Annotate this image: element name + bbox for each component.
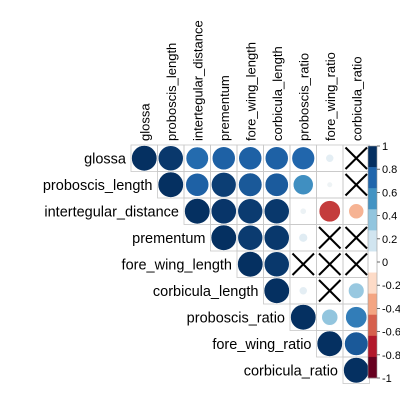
corr-circle-1-4 [238,172,263,197]
corr-circle-2-8 [348,203,365,220]
corr-circle-2-7 [318,200,341,223]
corr-circle-0-1 [157,145,184,172]
colorbar-tick-label: -1 [382,373,392,385]
column-label: proboscis_length [164,43,179,141]
row-label: fore_wing_ratio [212,337,311,353]
corr-circle-3-5 [263,224,290,251]
colorbar-segment [368,188,377,210]
corr-circle-7-8 [344,331,369,356]
corr-circle-3-3 [210,224,237,251]
colorbar-tick-label: -0.4 [382,303,400,315]
cross-mark-0-8 [344,146,368,170]
cross-mark-4-7 [318,252,342,276]
colorbar-segment [368,272,377,294]
row-label: intertegular_distance [44,204,179,220]
colorbar-segment [368,209,377,231]
colorbar-tick-label: 1 [382,141,388,153]
colorbar-tick-label: 0.2 [382,234,397,246]
colorbar-segment [368,293,377,316]
corr-circle-2-2 [184,198,211,225]
colorbar: 1 0.8 0.6 0.4 0.2 0 -0.2 -0.4 -0.6 -0.8 -1 [367,141,400,385]
column-label: glossa [137,103,152,141]
column-labels: glossa proboscis_length intertegular_dista… [137,20,364,141]
row-labels: glossa proboscis_length intertegular_dista… [43,151,338,379]
row-label: prementum [132,231,205,247]
colorbar-segment [368,230,377,252]
cross-mark-1-8 [344,173,368,197]
column-label: fore_wing_length [243,42,258,141]
colorbar-segment [368,314,377,337]
row-label: proboscis_length [43,178,153,194]
column-label: corbicula_ratio [349,56,364,141]
corr-circle-1-3 [211,172,237,198]
colorbar-tick-label: 0.4 [382,211,397,223]
corr-circle-3-4 [237,224,264,251]
corr-circle-1-7 [326,181,333,188]
corr-circle-0-6 [291,146,315,170]
cross-mark-3-7 [318,226,342,250]
row-label: fore_wing_length [122,257,232,273]
row-label: corbicula_length [153,284,259,300]
colorbar-tick-label: 0 [382,257,388,269]
colorbar-tick-label: 0.6 [382,187,397,199]
corr-circle-0-7 [325,153,335,163]
cross-mark-4-6 [291,252,315,276]
colorbar-tick-label: 0.8 [382,164,397,176]
colorbar-tick-label: -0.8 [382,350,400,362]
colorbar-tick-label: -0.2 [382,280,400,292]
corr-circle-7-7 [316,330,343,357]
cross-mark-5-7 [318,279,342,303]
corr-circle-1-2 [185,172,210,197]
column-label: prementum [217,75,232,141]
colorbar-segment [368,167,377,189]
corr-circle-5-5 [263,277,290,304]
corr-circle-0-5 [264,146,289,171]
row-label: corbicula_ratio [244,363,338,379]
colorbar-tick-label: -0.6 [382,327,400,339]
column-label: corbicula_length [270,46,285,141]
corr-circle-3-6 [298,233,308,243]
row-label: glossa [84,151,127,167]
corr-circle-6-7 [321,308,339,326]
colorbar-segment [368,356,377,379]
corr-circle-2-5 [263,198,290,225]
corr-circle-6-8 [345,306,368,329]
corr-circle-2-4 [237,198,264,225]
colorbar-segment [368,335,377,358]
colorbar-segment [368,251,377,273]
cross-mark-3-8 [344,226,368,250]
colorbar-segment [368,146,377,168]
corr-circle-0-0 [131,145,158,172]
corr-circle-2-6 [299,207,307,215]
corr-circle-4-5 [263,251,290,278]
cross-mark-4-8 [344,252,368,276]
corr-circle-6-6 [290,304,317,331]
corr-circle-0-4 [238,146,263,171]
corr-circle-0-3 [211,146,236,171]
column-label: fore_wing_ratio [323,52,338,141]
corr-circle-1-6 [292,174,314,196]
corr-circle-1-5 [264,172,289,197]
corr-circle-8-8 [343,357,370,384]
corr-circle-0-2 [185,146,209,170]
corr-circle-1-1 [157,171,184,198]
corr-circle-2-3 [210,198,237,225]
column-label: intertegular_distance [190,20,205,141]
corr-circle-4-4 [237,251,264,278]
corr-circle-5-6 [298,286,308,296]
column-label: proboscis_ratio [296,53,311,141]
row-label: proboscis_ratio [187,310,285,326]
corr-circle-5-8 [348,282,365,299]
cells [131,145,370,384]
